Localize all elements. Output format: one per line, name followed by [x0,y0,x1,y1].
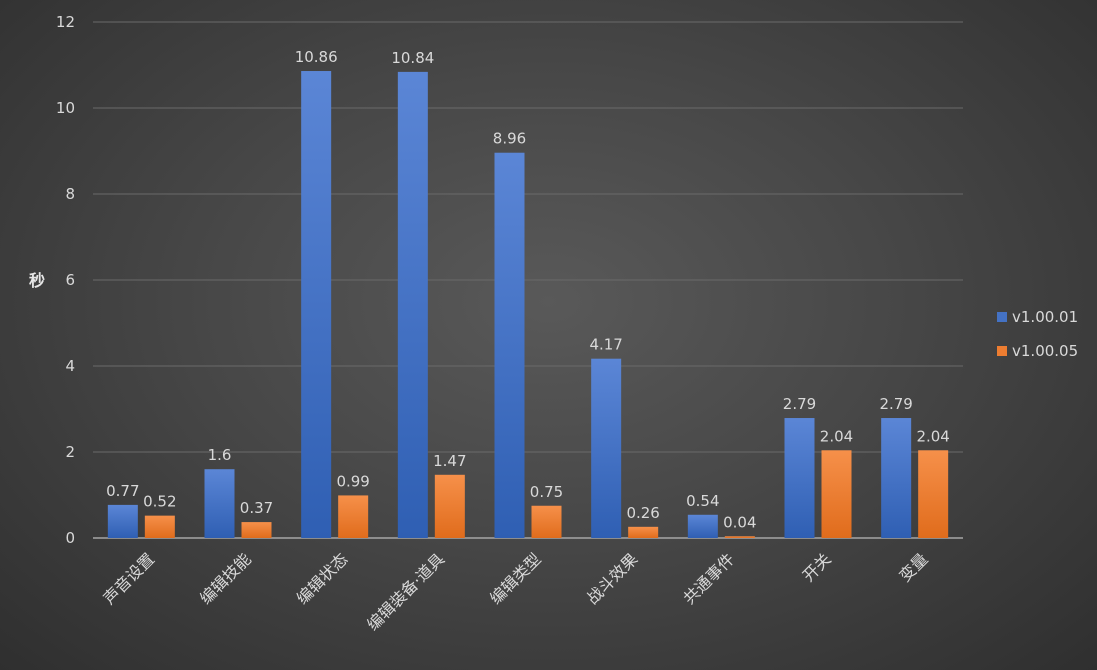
y-tick-label: 8 [65,185,75,203]
data-labels: 0.770.52 1.6 0.37 10.86 0.99 10.84 1.47 8.96 0.7… [106,48,950,531]
bar-v1.00.01-编辑类型 [494,152,525,538]
bar-v1.00.05-变量 [918,450,949,538]
legend-label: v1.00.05 [1012,342,1078,360]
data-label: 0.54 [686,492,719,510]
gridlines [93,21,963,539]
y-axis-ticks: 0 2 4 6 8 10 12 [56,13,75,547]
bar-v1.00.01-变量 [881,418,912,538]
bar-v1.00.01-编辑状态 [301,71,332,539]
y-tick-label: 2 [65,443,75,461]
bar-v1.00.05-编辑技能 [241,522,272,538]
data-label: 0.04 [723,513,756,531]
data-label: 2.04 [916,427,949,445]
bar-v1.00.01-编辑装备·道具 [397,71,428,538]
legend: v1.00.01 v1.00.05 [997,308,1078,360]
x-category-label: 战斗效果 [583,549,642,608]
data-label: 0.99 [336,472,369,490]
data-label: 0.37 [240,499,273,517]
legend-swatch [997,312,1007,322]
data-label: 0.52 [143,493,176,511]
data-label: 0.26 [626,504,659,522]
bar-v1.00.05-开关 [821,450,852,538]
x-category-label: 编辑类型 [486,549,545,608]
y-tick-label: 6 [65,271,75,289]
x-category-label: 编辑装备·道具 [363,549,448,634]
legend-label: v1.00.01 [1012,308,1078,326]
x-category-label: 开关 [799,549,835,585]
x-axis-categories: 声音设置 编辑技能 编辑状态 编辑装备·道具 编辑类型 战斗效果 共通事件 开关 变量 [99,549,931,634]
y-tick-label: 0 [65,529,75,547]
bar-v1.00.05-战斗效果 [628,526,659,538]
x-category-label: 声音设置 [99,549,158,608]
data-label: 10.84 [391,49,434,67]
y-tick-label: 4 [65,357,75,375]
bar-v1.00.01-编辑技能 [204,469,235,538]
bar-v1.00.05-共通事件 [724,536,755,538]
data-label: 10.86 [295,48,338,66]
bar-v1.00.01-共通事件 [687,514,718,538]
x-category-label: 共通事件 [679,549,738,608]
data-label: 2.79 [783,395,816,413]
x-category-label: 编辑技能 [196,549,255,608]
data-label: 0.77 [106,482,139,500]
bar-v1.00.01-战斗效果 [591,358,622,538]
bar-v1.00.01-声音设置 [107,504,138,538]
data-label: 2.79 [879,395,912,413]
bar-v1.00.05-编辑类型 [531,505,562,538]
bar-v1.00.01-开关 [784,418,815,538]
x-category-label: 变量 [895,549,931,585]
data-label: 2.04 [820,427,853,445]
data-label: 8.96 [493,130,526,148]
x-category-label: 编辑状态 [293,549,352,608]
y-tick-label: 12 [56,13,75,31]
bar-v1.00.05-编辑装备·道具 [434,474,465,538]
bars [107,71,949,539]
data-label: 1.47 [433,452,466,470]
data-label: 1.6 [208,446,232,464]
data-label: 0.75 [530,483,563,501]
y-tick-label: 10 [56,99,75,117]
data-label: 4.17 [589,336,622,354]
bar-v1.00.05-声音设置 [144,515,175,538]
bar-v1.00.05-编辑状态 [338,495,369,538]
legend-swatch [997,346,1007,356]
y-axis-label: 秒 [29,271,45,290]
